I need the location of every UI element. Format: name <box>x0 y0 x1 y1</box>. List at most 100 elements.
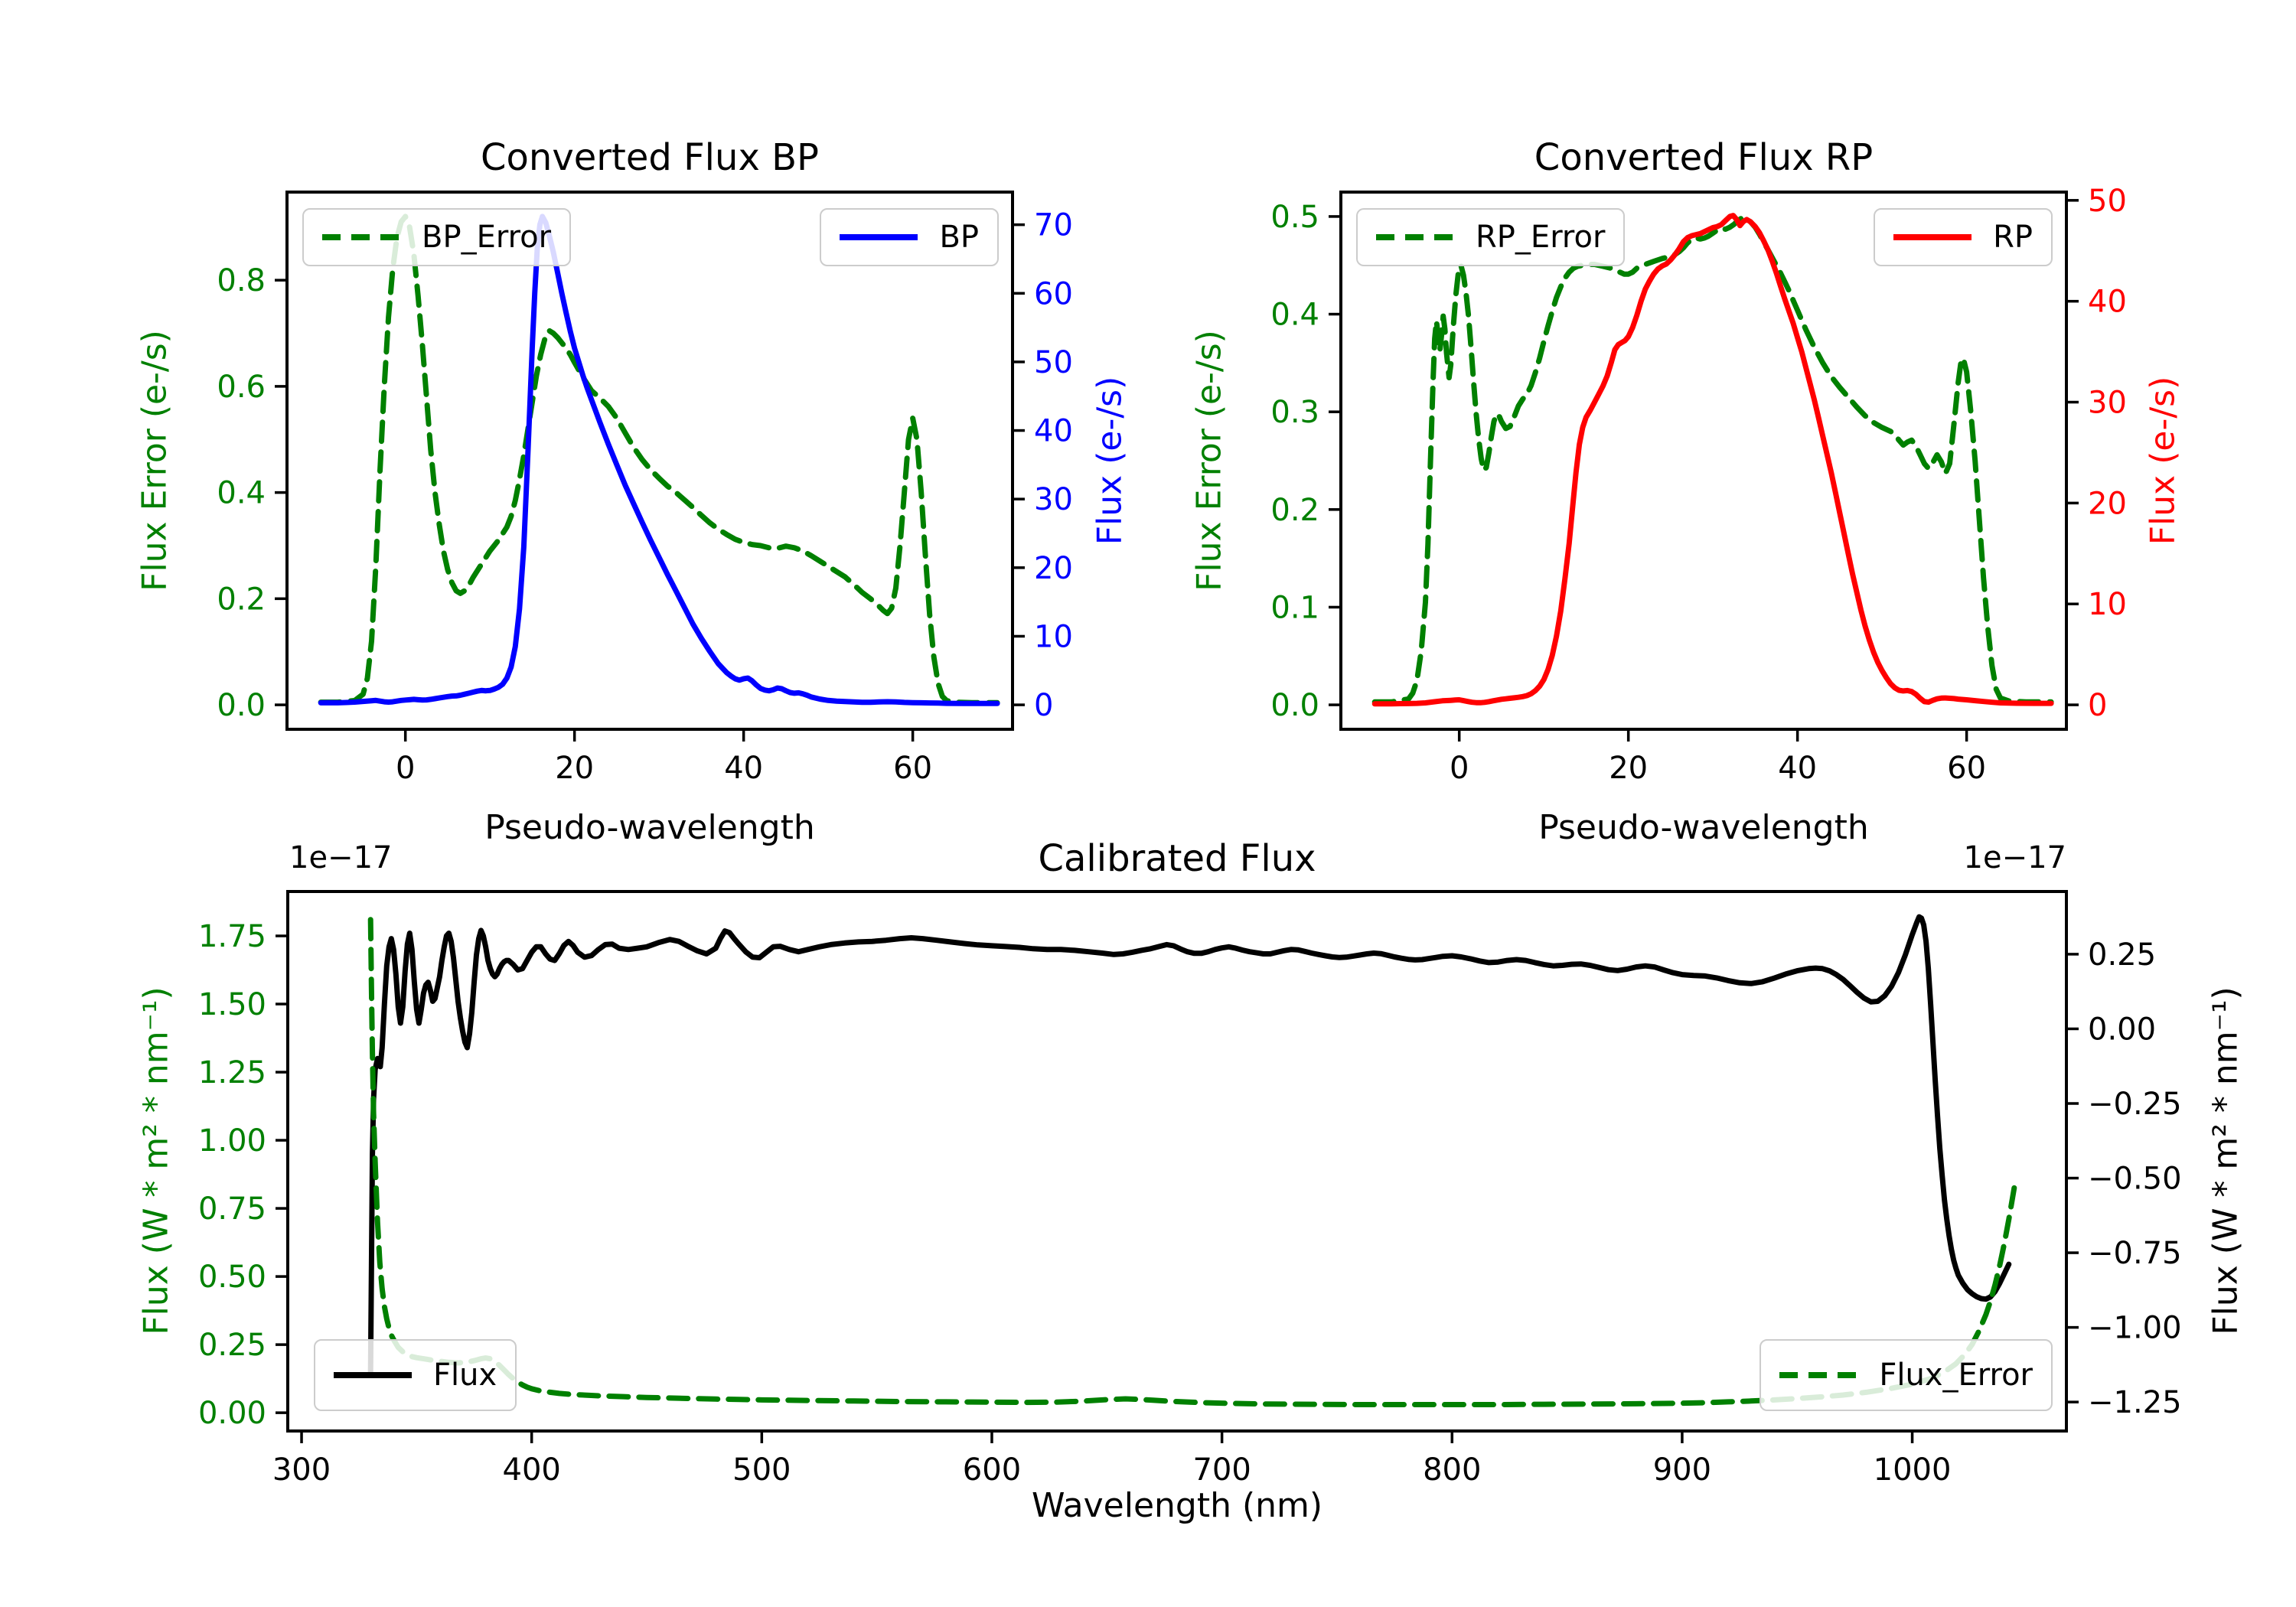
flux-legend-swatch <box>334 1372 412 1378</box>
y-tick-label-right: 30 <box>1034 482 1073 517</box>
panel-cal: 300 400 500 600 700 800 900 1000 0.00 0.25 0.50 0.7… <box>198 890 2182 1488</box>
y-tick-label-right: −0.25 <box>2088 1087 2182 1122</box>
flux-error-legend-label: Flux_Error <box>1879 1358 2033 1393</box>
x-tick-label: 600 <box>963 1452 1021 1488</box>
y-tick-label-left: 0.2 <box>217 582 266 617</box>
bp-legend-label: BP <box>939 220 979 255</box>
x-tick-label: 1000 <box>1874 1452 1952 1488</box>
y-tick-label-right: 10 <box>2088 587 2127 622</box>
cal-offset-left: 1e−17 <box>289 840 393 875</box>
bp-ylabel-left: Flux Error (e-/s) <box>135 330 174 592</box>
y-tick-label-left: 0.1 <box>1270 590 1319 625</box>
x-tick-label: 500 <box>732 1452 791 1488</box>
y-tick-label-left: 1.25 <box>198 1055 266 1090</box>
y-tick-label-left: 0.4 <box>217 476 266 511</box>
y-tick-label-left: 0.25 <box>198 1328 266 1363</box>
y-tick-label-left: 1.00 <box>198 1123 266 1159</box>
rp-legend-swatch <box>1893 234 1972 240</box>
series-BP_Error <box>318 214 1000 706</box>
series-Flux <box>367 914 2012 1375</box>
y-tick-label-right: 40 <box>1034 414 1073 449</box>
y-tick-label-right: 30 <box>2088 386 2127 421</box>
panel-rp: 0 20 40 60 0.0 0.1 0.2 0.3 0.4 0.5 0 10 20 30 40 50 <box>1270 184 2127 786</box>
y-tick-label-right: −1.00 <box>2088 1311 2182 1346</box>
y-tick-label-right: −0.75 <box>2088 1236 2182 1271</box>
cal-xlabel: Wavelength (nm) <box>1031 1486 1323 1525</box>
panel-bp: 0 20 40 60 0.0 0.2 0.4 0.6 0.8 0 10 20 30 40 50 60 70 <box>217 191 1073 786</box>
series-RP_Error <box>1371 214 2054 705</box>
x-tick-label: 40 <box>1778 751 1817 786</box>
bp-error-legend-label: BP_Error <box>422 220 552 255</box>
rp-xlabel: Pseudo-wavelength <box>1538 808 1869 847</box>
bp-ylabel-right: Flux (e-/s) <box>1090 376 1130 546</box>
cal-ylabel-left: Flux (W * m² * nm⁻¹) <box>136 986 176 1335</box>
x-tick-label: 60 <box>893 751 932 786</box>
y-tick-label-right: 20 <box>1034 551 1073 586</box>
bp-xlabel: Pseudo-wavelength <box>484 808 815 847</box>
axes-spines-bp <box>285 191 1014 731</box>
y-tick-label-left: 0.8 <box>217 263 266 298</box>
y-tick-label-right: 0.25 <box>2088 937 2156 973</box>
x-tick-label: 20 <box>555 751 594 786</box>
rp-legend: RP <box>1874 208 2053 266</box>
rp-legend-label: RP <box>1993 220 2033 255</box>
y-tick-label-right: 20 <box>2088 486 2127 521</box>
y-tick-label-left: 0.5 <box>1270 200 1319 235</box>
bp-legend: BP <box>820 208 999 266</box>
y-tick-label-left: 0.0 <box>1270 688 1319 723</box>
series-Flux_Error <box>367 917 2019 1407</box>
y-tick-label-right: 50 <box>1034 345 1073 380</box>
x-tick-label: 800 <box>1423 1452 1481 1488</box>
y-tick-label-right: −0.50 <box>2088 1162 2182 1197</box>
y-tick-label-right: 0 <box>2088 688 2107 723</box>
y-tick-label-left: 1.75 <box>198 919 266 954</box>
x-tick-label: 0 <box>1450 751 1469 786</box>
flux-error-legend-swatch <box>1779 1372 1858 1378</box>
x-tick-label: 700 <box>1192 1452 1251 1488</box>
y-tick-label-right: 0 <box>1034 688 1053 723</box>
y-tick-label-right: 40 <box>2088 285 2127 320</box>
y-tick-label-left: 1.50 <box>198 987 266 1022</box>
y-tick-label-right: 60 <box>1034 276 1073 311</box>
y-tick-label-left: 0.00 <box>198 1396 266 1431</box>
rp-ylabel-left: Flux Error (e-/s) <box>1189 330 1229 592</box>
rp-error-legend-label: RP_Error <box>1476 220 1606 255</box>
y-tick-label-left: 0.6 <box>217 370 266 405</box>
x-tick-label: 60 <box>1947 751 1986 786</box>
cal-offset-right: 1e−17 <box>1963 840 2066 875</box>
y-tick-label-right: 0.00 <box>2088 1012 2156 1047</box>
axes-spines-cal <box>286 890 2068 1433</box>
rp-title: Converted Flux RP <box>1534 136 1874 179</box>
x-tick-label: 20 <box>1609 751 1648 786</box>
bp-legend-swatch <box>840 234 918 240</box>
cal-title: Calibrated Flux <box>1038 837 1316 880</box>
y-tick-label-right: 10 <box>1034 619 1073 654</box>
y-tick-label-right: 70 <box>1034 208 1073 243</box>
bp-error-legend: BP_Error <box>302 208 572 266</box>
x-tick-label: 0 <box>396 751 415 786</box>
y-tick-label-right: −1.25 <box>2088 1385 2182 1420</box>
x-tick-label: 900 <box>1653 1452 1711 1488</box>
y-tick-label-left: 0.4 <box>1270 298 1319 333</box>
x-tick-label: 400 <box>503 1452 561 1488</box>
rp-ylabel-right: Flux (e-/s) <box>2143 376 2183 546</box>
x-tick-label: 40 <box>724 751 763 786</box>
bp-title: Converted Flux BP <box>481 136 819 179</box>
flux-legend-label: Flux <box>433 1358 497 1393</box>
rp-error-legend-swatch <box>1376 234 1454 240</box>
y-tick-label-right: 50 <box>2088 184 2127 219</box>
x-tick-label: 300 <box>272 1452 331 1488</box>
y-tick-label-left: 0.75 <box>198 1191 266 1227</box>
y-tick-label-left: 0.0 <box>217 688 266 723</box>
y-tick-label-left: 0.3 <box>1270 395 1319 430</box>
cal-ylabel-right: Flux (W * m² * nm⁻¹) <box>2206 986 2245 1335</box>
flux-legend: Flux <box>314 1339 517 1411</box>
axes-spines-rp <box>1339 191 2068 731</box>
y-tick-label-left: 0.2 <box>1270 493 1319 528</box>
rp-error-legend: RP_Error <box>1356 208 1626 266</box>
series-RP <box>1371 213 2054 707</box>
series-BP <box>318 214 1000 706</box>
y-tick-label-left: 0.50 <box>198 1260 266 1295</box>
